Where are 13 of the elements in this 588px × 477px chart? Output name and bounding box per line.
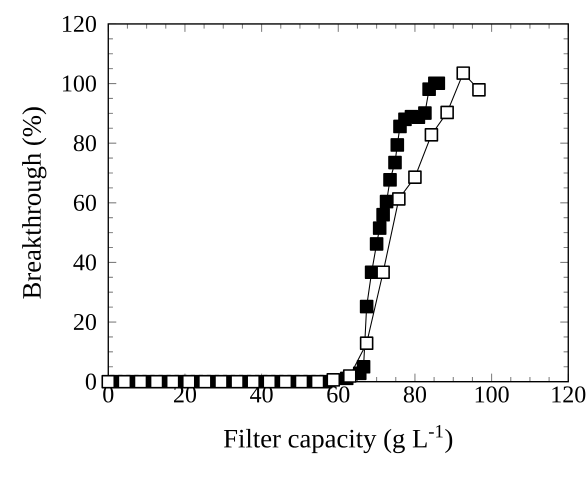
y-tick-label: 0 (86, 374, 96, 390)
y-tick-label: 40 (73, 254, 96, 271)
x-axis-title: Filter capacity (g L$^{-1}$) (224, 425, 452, 454)
x-tick-label: 100 (476, 386, 509, 403)
x-tick-label: 80 (404, 386, 426, 403)
y-tick-label: 60 (74, 194, 96, 211)
y-tick-label: 100 (63, 75, 96, 92)
y-tick-label: 80 (74, 135, 96, 152)
x-tick-label: 120 (552, 386, 586, 403)
y-axis-title: Breakthrough (%) (22, 107, 46, 299)
y-tick-label: 120 (63, 16, 96, 32)
x-tick-label: 60 (327, 386, 350, 403)
y-tick-label: 20 (74, 314, 96, 330)
